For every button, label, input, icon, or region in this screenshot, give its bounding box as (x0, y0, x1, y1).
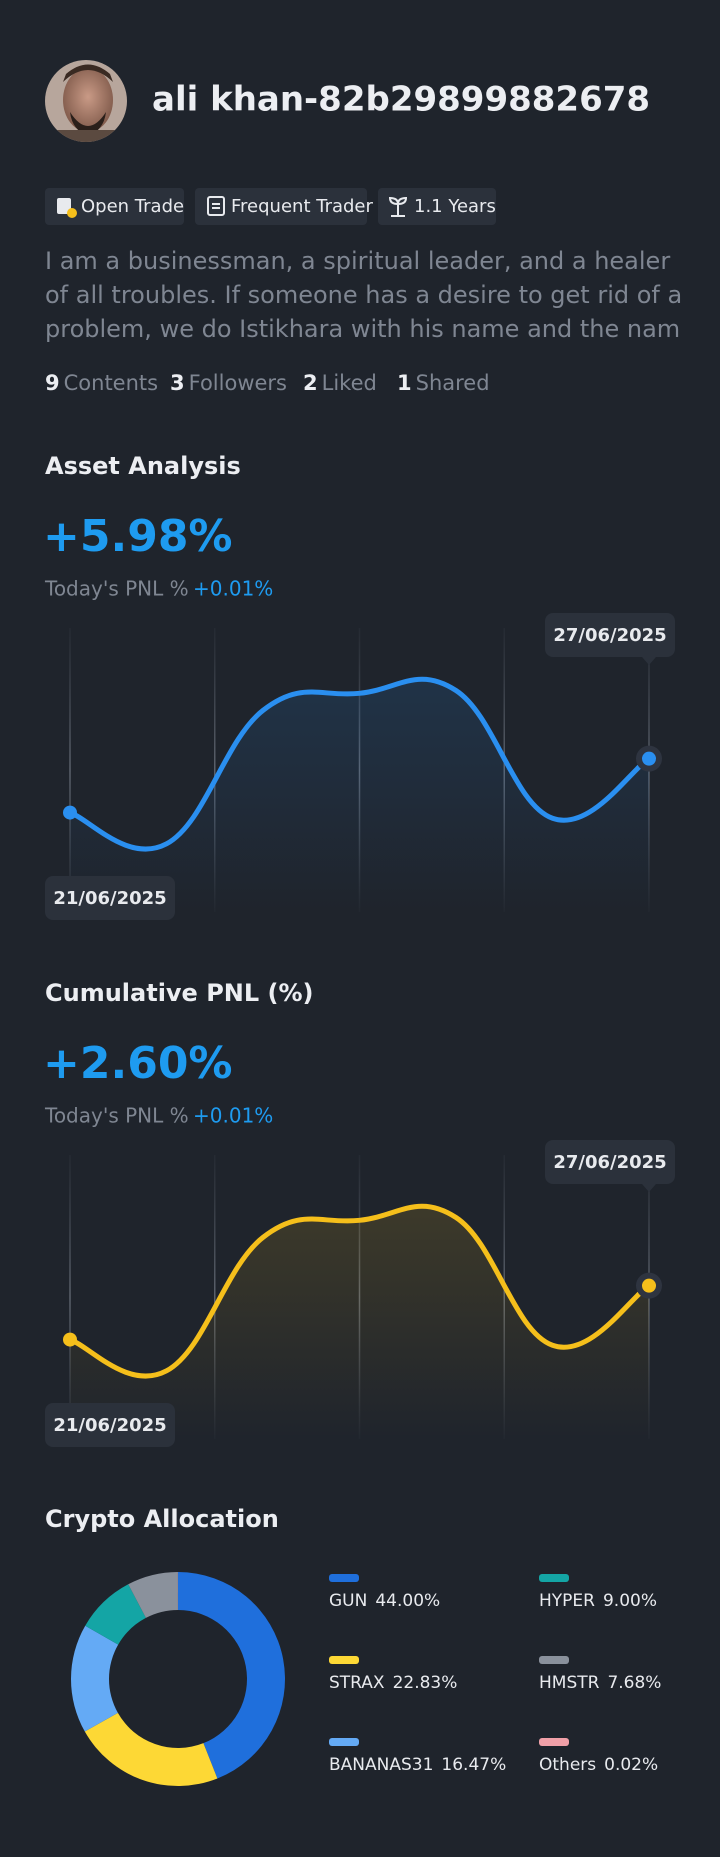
section-title: Crypto Allocation (45, 1505, 279, 1533)
legend-swatch (329, 1574, 359, 1582)
stat-label: Contents (64, 371, 158, 395)
tooltip-label: 27/06/2025 (553, 625, 666, 646)
legend-value: 44.00% (375, 1591, 440, 1611)
stat-count: 2 (303, 371, 318, 395)
tooltip-label: 27/06/2025 (553, 1152, 666, 1173)
stat-count: 9 (45, 371, 60, 395)
pnl-label: Today's PNL % (44, 577, 189, 601)
point (642, 751, 656, 766)
legend-label: BANANAS31 (329, 1755, 433, 1775)
tag (45, 188, 184, 225)
legend-value: 22.83% (393, 1673, 458, 1693)
stat-label: Followers (189, 371, 287, 395)
legend-swatch (539, 1738, 569, 1746)
legend-label: HYPER (539, 1591, 595, 1611)
tooltip (545, 1140, 675, 1184)
stat-label: Liked (322, 371, 377, 395)
tooltip (45, 876, 175, 920)
legend-swatch (539, 1574, 569, 1582)
legend-label: Others (539, 1755, 596, 1775)
stat-count: 3 (170, 371, 185, 395)
tag-icon (207, 196, 225, 216)
headline-value: +5.98% (43, 511, 233, 562)
tag-label: 1.1 Years (414, 196, 496, 217)
chart-guide (69, 628, 71, 912)
area (70, 1206, 649, 1439)
legend-label: GUN (329, 1591, 367, 1611)
tooltip-pointer (642, 657, 656, 665)
tag (195, 188, 367, 225)
headline-value: +2.60% (43, 1038, 233, 1089)
pnl-label: Today's PNL % (44, 1104, 189, 1128)
donut-slice (128, 1572, 178, 1618)
tooltip (545, 613, 675, 657)
chart-guide (214, 628, 216, 912)
point (63, 1332, 77, 1347)
area (70, 679, 649, 912)
section-title: Cumulative PNL (%) (45, 979, 314, 1007)
tag-icon (388, 196, 408, 217)
tooltip-label: 21/06/2025 (53, 888, 166, 909)
point (642, 1278, 656, 1293)
user-name: ali khan-82b29899882678 (152, 80, 650, 120)
tooltip-pointer (642, 1184, 656, 1192)
legend-value: 7.68% (607, 1673, 661, 1693)
pnl-value: +0.01% (193, 1104, 273, 1128)
tooltip (45, 1403, 175, 1447)
tag (378, 188, 496, 225)
point (63, 805, 77, 820)
tooltip-label: 21/06/2025 (53, 1415, 166, 1436)
legend-value: 0.02% (604, 1755, 658, 1775)
legend-value: 16.47% (441, 1755, 506, 1775)
tag-label: Frequent Trader (231, 196, 373, 217)
section-title: Asset Analysis (45, 452, 241, 480)
avatar[interactable] (45, 60, 127, 150)
donut-slice (85, 1584, 146, 1645)
tag-label: Open Trade (81, 196, 184, 217)
pnl-value: +0.01% (193, 577, 273, 601)
stat-count: 1 (397, 371, 412, 395)
legend-swatch (329, 1738, 359, 1746)
legend-label: STRAX (329, 1673, 385, 1693)
donut-slice (178, 1572, 285, 1779)
chart-guide (214, 1155, 216, 1439)
bio: I am a businessman, a spiritual leader, … (45, 247, 683, 343)
line (67, 1203, 652, 1379)
stat-label: Shared (416, 371, 490, 395)
chart-guide (69, 1155, 71, 1439)
tag-icon (57, 198, 77, 218)
donut-slice (71, 1625, 119, 1732)
donut-slice (84, 1712, 218, 1786)
line (67, 676, 652, 852)
legend-value: 9.00% (603, 1591, 657, 1611)
legend-label: HMSTR (539, 1673, 600, 1693)
legend-swatch (539, 1656, 569, 1664)
legend-swatch (329, 1656, 359, 1664)
